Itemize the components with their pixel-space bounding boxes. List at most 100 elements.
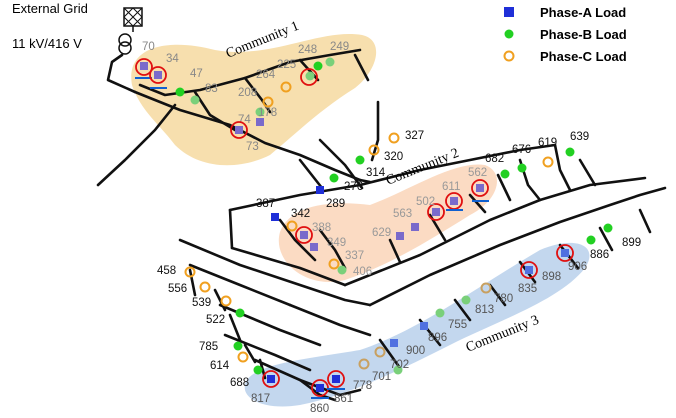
load-835[interactable] (525, 266, 533, 274)
legend-phase-c: Phase-C Load (540, 49, 627, 64)
load-289[interactable] (316, 186, 324, 194)
node-label-563: 563 (393, 208, 412, 220)
node-label-676: 676 (512, 144, 531, 156)
load-327[interactable] (388, 132, 400, 144)
load-701[interactable] (374, 346, 386, 358)
node-label-899: 899 (622, 237, 641, 249)
load-639[interactable] (565, 147, 575, 157)
phase-b-marker (504, 29, 514, 39)
load-900[interactable] (390, 339, 398, 347)
node-label-778: 778 (353, 380, 372, 392)
node-label-248: 248 (298, 44, 317, 56)
load-349[interactable] (310, 243, 318, 251)
load-458[interactable] (184, 266, 196, 278)
load-896[interactable] (420, 322, 428, 330)
community-2-region (278, 164, 497, 282)
load-249[interactable] (325, 57, 335, 67)
load-73[interactable] (235, 126, 243, 134)
highlight-502 (427, 203, 445, 221)
phase-c-marker (503, 50, 515, 62)
load-861[interactable] (332, 375, 340, 383)
load-785[interactable] (233, 341, 243, 351)
load-388[interactable] (300, 231, 308, 239)
load-248[interactable] (313, 61, 323, 71)
load-264[interactable] (280, 81, 292, 93)
node-label-314: 314 (366, 167, 386, 179)
highlight-225 (300, 68, 318, 86)
load-817[interactable] (267, 375, 275, 383)
load-778[interactable] (358, 358, 370, 370)
load-614[interactable] (237, 351, 249, 363)
load-83[interactable] (190, 95, 200, 105)
phase-a-marker (504, 7, 514, 17)
load-314[interactable] (355, 155, 365, 165)
load-702[interactable] (393, 365, 403, 375)
load-47[interactable] (175, 87, 185, 97)
highlight-861 (327, 370, 345, 388)
load-688[interactable] (253, 365, 263, 375)
node-label-780: 780 (494, 293, 513, 305)
node-label-225: 225 (277, 59, 296, 71)
node-label-349: 349 (327, 237, 346, 249)
load-34[interactable] (154, 71, 162, 79)
load-387[interactable] (271, 213, 279, 221)
load-676[interactable] (517, 163, 527, 173)
load-899[interactable] (603, 223, 613, 233)
highlight-562 (471, 179, 489, 197)
load-886[interactable] (586, 235, 596, 245)
load-562[interactable] (476, 184, 484, 192)
load-619[interactable] (542, 156, 554, 168)
node-label-337: 337 (345, 250, 364, 262)
load-539[interactable] (220, 295, 232, 307)
node-label-276: 276 (344, 181, 363, 193)
load-860[interactable] (316, 384, 324, 392)
load-629[interactable] (396, 232, 404, 240)
node-label-813: 813 (475, 304, 494, 316)
load-406[interactable] (337, 265, 347, 275)
node-label-73: 73 (246, 141, 259, 153)
node-label-896: 896 (428, 332, 447, 344)
load-208[interactable] (262, 96, 274, 108)
node-label-34: 34 (166, 53, 179, 65)
node-label-755: 755 (448, 319, 467, 331)
load-337[interactable] (328, 258, 340, 270)
highlight-73 (230, 121, 248, 139)
node-label-556: 556 (168, 283, 187, 295)
node-label-682: 682 (485, 153, 504, 165)
node-label-249: 249 (330, 41, 349, 53)
load-780[interactable] (480, 282, 492, 294)
node-label-611: 611 (442, 181, 460, 193)
load-556[interactable] (199, 281, 211, 293)
node-label-898: 898 (542, 271, 561, 283)
load-611[interactable] (450, 197, 458, 205)
highlight-34 (149, 66, 167, 84)
node-label-289: 289 (326, 198, 345, 210)
legend: Phase-A Load Phase-B Load Phase-C Load (503, 5, 627, 64)
transformer-icon (118, 7, 143, 55)
node-label-860: 860 (310, 403, 329, 415)
node-label-83: 83 (205, 83, 218, 95)
load-502[interactable] (432, 208, 440, 216)
load-563[interactable] (411, 223, 419, 231)
node-label-388: 388 (312, 222, 331, 234)
load-70[interactable] (140, 62, 148, 70)
load-755[interactable] (435, 308, 445, 318)
load-522[interactable] (235, 308, 245, 318)
voltage-label: 11 kV/416 V (12, 36, 82, 51)
load-276[interactable] (329, 173, 339, 183)
node-label-178: 178 (258, 107, 277, 119)
load-320[interactable] (368, 144, 380, 156)
node-label-639: 639 (570, 131, 589, 143)
load-906[interactable] (561, 249, 569, 257)
node-label-562: 562 (468, 167, 487, 179)
node-label-502: 502 (416, 196, 435, 208)
load-225[interactable] (305, 71, 315, 81)
load-682[interactable] (500, 169, 510, 179)
node-label-629: 629 (372, 227, 391, 239)
node-label-886: 886 (590, 249, 609, 261)
load-74[interactable] (256, 118, 264, 126)
load-342[interactable] (286, 220, 298, 232)
load-813[interactable] (461, 295, 471, 305)
node-label-406: 406 (353, 266, 372, 278)
load-178[interactable] (255, 107, 265, 117)
